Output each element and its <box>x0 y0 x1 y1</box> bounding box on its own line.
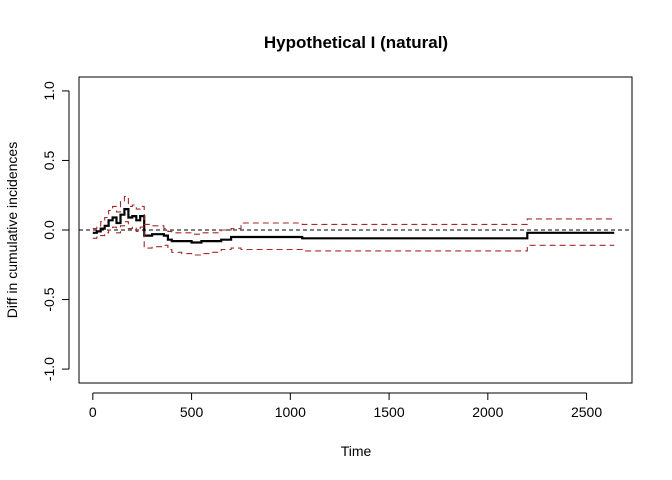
chart-title: Hypothetical I (natural) <box>264 33 448 52</box>
x-tick-label: 0 <box>89 404 97 420</box>
y-axis-label: Diff in cumulative incidences <box>4 142 20 318</box>
x-tick-label: 2000 <box>472 404 503 420</box>
estimate-series-line <box>92 208 615 244</box>
y-tick-label: -0.5 <box>41 287 57 311</box>
y-axis: -1.0 -0.5 0.0 0.5 1.0 <box>41 81 70 381</box>
x-tick-label: 1500 <box>373 404 404 420</box>
y-tick-label: 0.5 <box>41 151 57 171</box>
x-axis-label: Time <box>341 443 372 459</box>
lower-series-line <box>92 221 615 256</box>
x-axis: 0 500 1000 1500 2000 2500 <box>89 392 602 420</box>
y-tick-label: 1.0 <box>41 81 57 101</box>
upper-series-line <box>92 196 615 235</box>
y-tick-label: -1.0 <box>41 357 57 381</box>
series-layer <box>92 196 615 256</box>
x-tick-label: 2500 <box>571 404 602 420</box>
x-tick-label: 1000 <box>275 404 306 420</box>
x-tick-label: 500 <box>180 404 204 420</box>
y-tick-label: 0.0 <box>41 220 57 240</box>
